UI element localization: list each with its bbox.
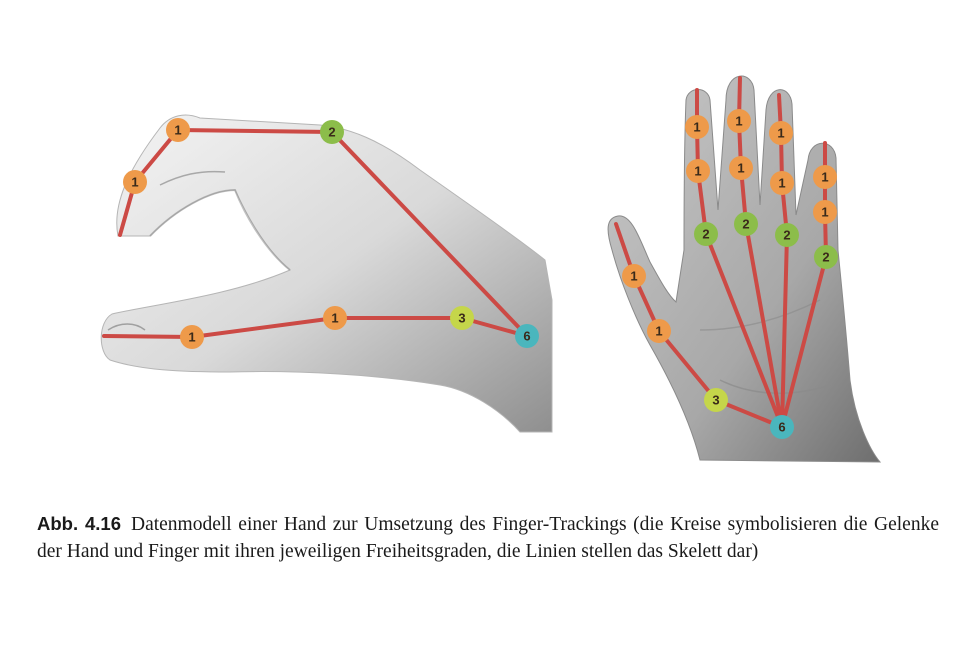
- left-joint-dof-label: 2: [328, 125, 335, 140]
- right-joint-circle: [769, 121, 793, 145]
- right-bone-15: [780, 255, 828, 429]
- left-joint-circle: [166, 118, 190, 142]
- left-joint-thumb-tip: 1: [180, 325, 204, 349]
- right-joint-circle: [813, 200, 837, 224]
- right-joint-middle-base: 2: [734, 212, 758, 236]
- right-joint-dof-label: 3: [712, 393, 719, 408]
- right-joint-index-1: 1: [685, 115, 709, 139]
- right-joint-ring-1: 1: [769, 121, 793, 145]
- right-joint-dof-label: 1: [655, 324, 662, 339]
- right-joint-circle: [685, 115, 709, 139]
- right-joint-thumb-base: 3: [704, 388, 728, 412]
- right-joint-index-2: 1: [686, 159, 710, 183]
- left-joint-index-base: 2: [320, 120, 344, 144]
- right-joint-circle: [647, 319, 671, 343]
- left-hand-joints: 1 1 2 1 1 3 6: [123, 118, 539, 349]
- right-joint-dof-label: 1: [821, 205, 828, 220]
- caption-label: Abb. 4.16: [37, 513, 121, 534]
- right-joint-middle-1: 1: [727, 109, 751, 133]
- right-joint-circle: [770, 171, 794, 195]
- left-joint-wrist: 6: [515, 324, 539, 348]
- caption-text: Datenmodell einer Hand zur Umsetzung des…: [37, 514, 939, 562]
- left-joint-dof-label: 6: [523, 329, 530, 344]
- right-bone-7: [744, 222, 784, 429]
- left-joint-circle: [515, 324, 539, 348]
- hand-model-figure: 1 1 2 1 1 3 6 1 1 1 1 1 1 1 1 2 2 2 2 1 1 3 6: [100, 75, 882, 463]
- left-joint-circle: [320, 120, 344, 144]
- right-joint-thumb-2: 1: [647, 319, 671, 343]
- left-hand-photo: [100, 114, 553, 433]
- left-joint-thumb-base: 3: [450, 306, 474, 330]
- right-joint-circle: [704, 388, 728, 412]
- right-joint-pinky-2: 1: [813, 200, 837, 224]
- right-joint-circle: [813, 165, 837, 189]
- right-hand-photo: [607, 75, 882, 463]
- left-bone-3: [330, 130, 529, 338]
- right-joint-circle: [727, 109, 751, 133]
- right-joint-circle: [734, 212, 758, 236]
- right-joint-index-base: 2: [694, 222, 718, 246]
- right-joint-pinky-base: 2: [814, 245, 838, 269]
- right-joint-dof-label: 6: [778, 420, 785, 435]
- right-joint-circle: [694, 222, 718, 246]
- left-joint-circle: [323, 306, 347, 330]
- right-joint-dof-label: 1: [735, 114, 742, 129]
- right-joint-circle: [622, 264, 646, 288]
- right-joint-dof-label: 1: [694, 164, 701, 179]
- left-joint-index-mid: 1: [123, 170, 147, 194]
- right-joint-dof-label: 1: [778, 176, 785, 191]
- left-joint-circle: [180, 325, 204, 349]
- right-joint-ring-base: 2: [775, 223, 799, 247]
- left-joint-thumb-mid: 1: [323, 306, 347, 330]
- right-joint-circle: [729, 156, 753, 180]
- left-joint-dof-label: 1: [131, 175, 138, 190]
- right-joint-circle: [775, 223, 799, 247]
- right-joint-wrist: 6: [770, 415, 794, 439]
- right-bone-3: [704, 232, 784, 429]
- left-bone-2: [176, 128, 334, 134]
- right-joint-circle: [770, 415, 794, 439]
- left-joint-dof-label: 1: [174, 123, 181, 138]
- right-joint-dof-label: 2: [783, 228, 790, 243]
- left-bone-5: [190, 316, 337, 339]
- right-joint-dof-label: 2: [742, 217, 749, 232]
- right-joint-dof-label: 1: [737, 161, 744, 176]
- right-joint-dof-label: 1: [630, 269, 637, 284]
- left-joint-dof-label: 1: [331, 311, 338, 326]
- right-bone-18: [657, 329, 718, 402]
- left-joint-dof-label: 1: [188, 330, 195, 345]
- right-joint-circle: [814, 245, 838, 269]
- left-bone-4: [102, 334, 194, 339]
- right-joint-dof-label: 1: [821, 170, 828, 185]
- left-joint-circle: [123, 170, 147, 194]
- right-joint-ring-2: 1: [770, 171, 794, 195]
- left-joint-dof-label: 3: [458, 311, 465, 326]
- right-joint-middle-2: 1: [729, 156, 753, 180]
- right-joint-pinky-1: 1: [813, 165, 837, 189]
- left-joint-index-tip-base: 1: [166, 118, 190, 142]
- left-joint-circle: [450, 306, 474, 330]
- right-joint-circle: [686, 159, 710, 183]
- right-hand-joints: 1 1 1 1 1 1 1 1 2 2 2 2 1 1 3 6: [622, 109, 838, 439]
- right-joint-dof-label: 2: [702, 227, 709, 242]
- right-joint-dof-label: 1: [777, 126, 784, 141]
- right-joint-dof-label: 1: [693, 120, 700, 135]
- figure-caption: Abb. 4.16 Datenmodell einer Hand zur Umse…: [37, 510, 939, 565]
- right-bone-11: [780, 233, 789, 429]
- right-joint-dof-label: 2: [822, 250, 829, 265]
- right-joint-thumb-1: 1: [622, 264, 646, 288]
